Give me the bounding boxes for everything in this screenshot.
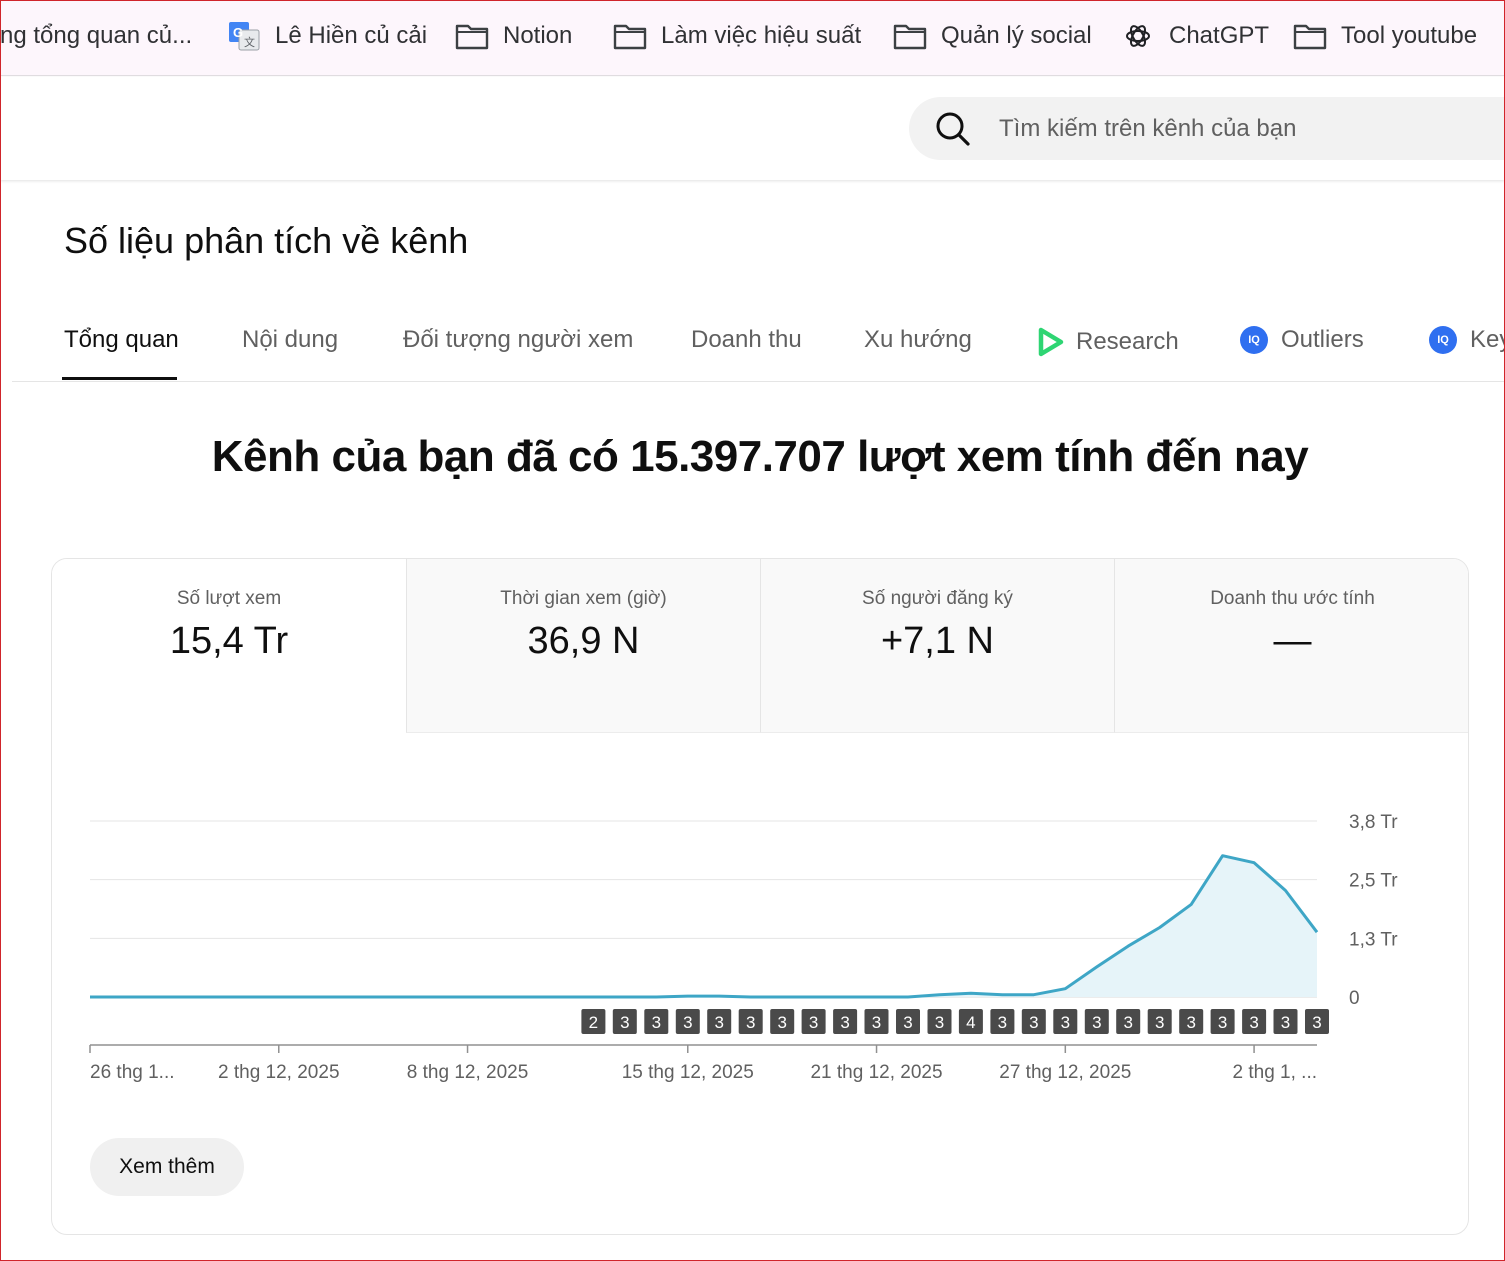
bookmark-chatgpt[interactable]: ChatGPT [1121, 16, 1269, 56]
tab-label: Xu hướng [864, 326, 972, 353]
research-play-icon [1034, 326, 1066, 358]
page-title: Số liệu phân tích về kênh [64, 220, 469, 261]
total-views-headline: Kênh của bạn đã có 15.397.707 lượt xem t… [211, 432, 1309, 481]
bookmark-label: Lê Hiền củ cải [275, 22, 428, 49]
metric-value: 15,4 Tr [169, 620, 289, 662]
tab-trends[interactable]: Xu hướng [864, 326, 972, 354]
metric-value: 36,9 N [527, 620, 640, 662]
tab-revenue[interactable]: Doanh thu [691, 326, 802, 354]
metric-subscribers[interactable]: Số người đăng ký +7,1 N [760, 559, 1114, 733]
tab-label: Key [1470, 326, 1505, 353]
tab-label: Nội dung [242, 326, 339, 353]
tab-content[interactable]: Nội dung [242, 326, 338, 354]
tab-label: Outliers [1281, 326, 1364, 353]
overview-card: Số lượt xem 15,4 Tr Thời gian xem (giờ) … [51, 558, 1469, 1235]
search-icon[interactable] [933, 109, 973, 149]
bookmark-label: Quản lý social [941, 22, 1092, 49]
tab-label: Doanh thu [691, 326, 802, 353]
metric-label: Thời gian xem (giờ) [500, 588, 667, 609]
folder-icon [613, 21, 647, 51]
bookmark-label: ng tổng quan củ... [0, 22, 193, 49]
active-tab-indicator [62, 377, 177, 380]
svg-text:G: G [233, 25, 243, 40]
svg-text:文: 文 [244, 35, 255, 49]
studio-header: Tìm kiếm trên kênh của bạn [0, 77, 1505, 180]
metric-revenue[interactable]: Doanh thu ước tính — [1114, 559, 1468, 733]
metric-label: Số lượt xem [176, 588, 282, 609]
metric-value: +7,1 N [880, 620, 995, 662]
tab-outliers[interactable]: IQ Outliers [1240, 326, 1364, 354]
folder-icon [893, 21, 927, 51]
tab-label: Tổng quan [64, 326, 179, 353]
bookmarks-bar: ng tổng quan củ... G 文 Lê Hiền củ cải No… [0, 0, 1505, 76]
chatgpt-icon [1121, 21, 1155, 51]
bookmark-label: ChatGPT [1169, 22, 1270, 49]
tab-label: Research [1076, 328, 1179, 355]
folder-icon [1293, 21, 1327, 51]
metric-label: Số người đăng ký [862, 588, 1013, 609]
tab-label: Đối tượng người xem [403, 326, 634, 353]
vidiq-icon: IQ [1429, 326, 1457, 354]
search-input[interactable]: Tìm kiếm trên kênh của bạn [999, 114, 1297, 142]
metric-watch-time[interactable]: Thời gian xem (giờ) 36,9 N [406, 559, 760, 733]
folder-icon [455, 21, 489, 51]
analytics-tabs: Tổng quan Nội dung Đối tượng người xem D… [12, 310, 1505, 382]
google-translate-icon: G 文 [227, 21, 261, 51]
tab-audience[interactable]: Đối tượng người xem [403, 326, 633, 354]
metric-label: Doanh thu ước tính [1210, 588, 1375, 609]
metric-value: — [1273, 620, 1312, 662]
channel-search-box[interactable]: Tìm kiếm trên kênh của bạn [909, 97, 1505, 160]
tab-keywords[interactable]: IQ Key [1429, 326, 1505, 354]
see-more-button[interactable]: Xem thêm [90, 1138, 244, 1196]
bookmark-notion[interactable]: Notion [455, 16, 572, 56]
bookmark-label: Notion [503, 22, 573, 49]
bookmark-label: Làm việc hiệu suất [661, 22, 862, 49]
bookmark-tool-youtube[interactable]: Tool youtube [1293, 16, 1477, 56]
bookmark-le-hien[interactable]: G 文 Lê Hiền củ cải [227, 16, 427, 56]
tab-research[interactable]: Research [1034, 326, 1179, 358]
bookmark-lam-viec[interactable]: Làm việc hiệu suất [613, 16, 861, 56]
bookmark-quan-ly-social[interactable]: Quản lý social [893, 16, 1092, 56]
bookmark-overview[interactable]: ng tổng quan củ... [0, 16, 192, 56]
metric-views[interactable]: Số lượt xem 15,4 Tr [52, 559, 406, 733]
tab-overview[interactable]: Tổng quan [64, 326, 179, 354]
vidiq-icon: IQ [1240, 326, 1268, 354]
bookmark-label: Tool youtube [1341, 22, 1478, 49]
